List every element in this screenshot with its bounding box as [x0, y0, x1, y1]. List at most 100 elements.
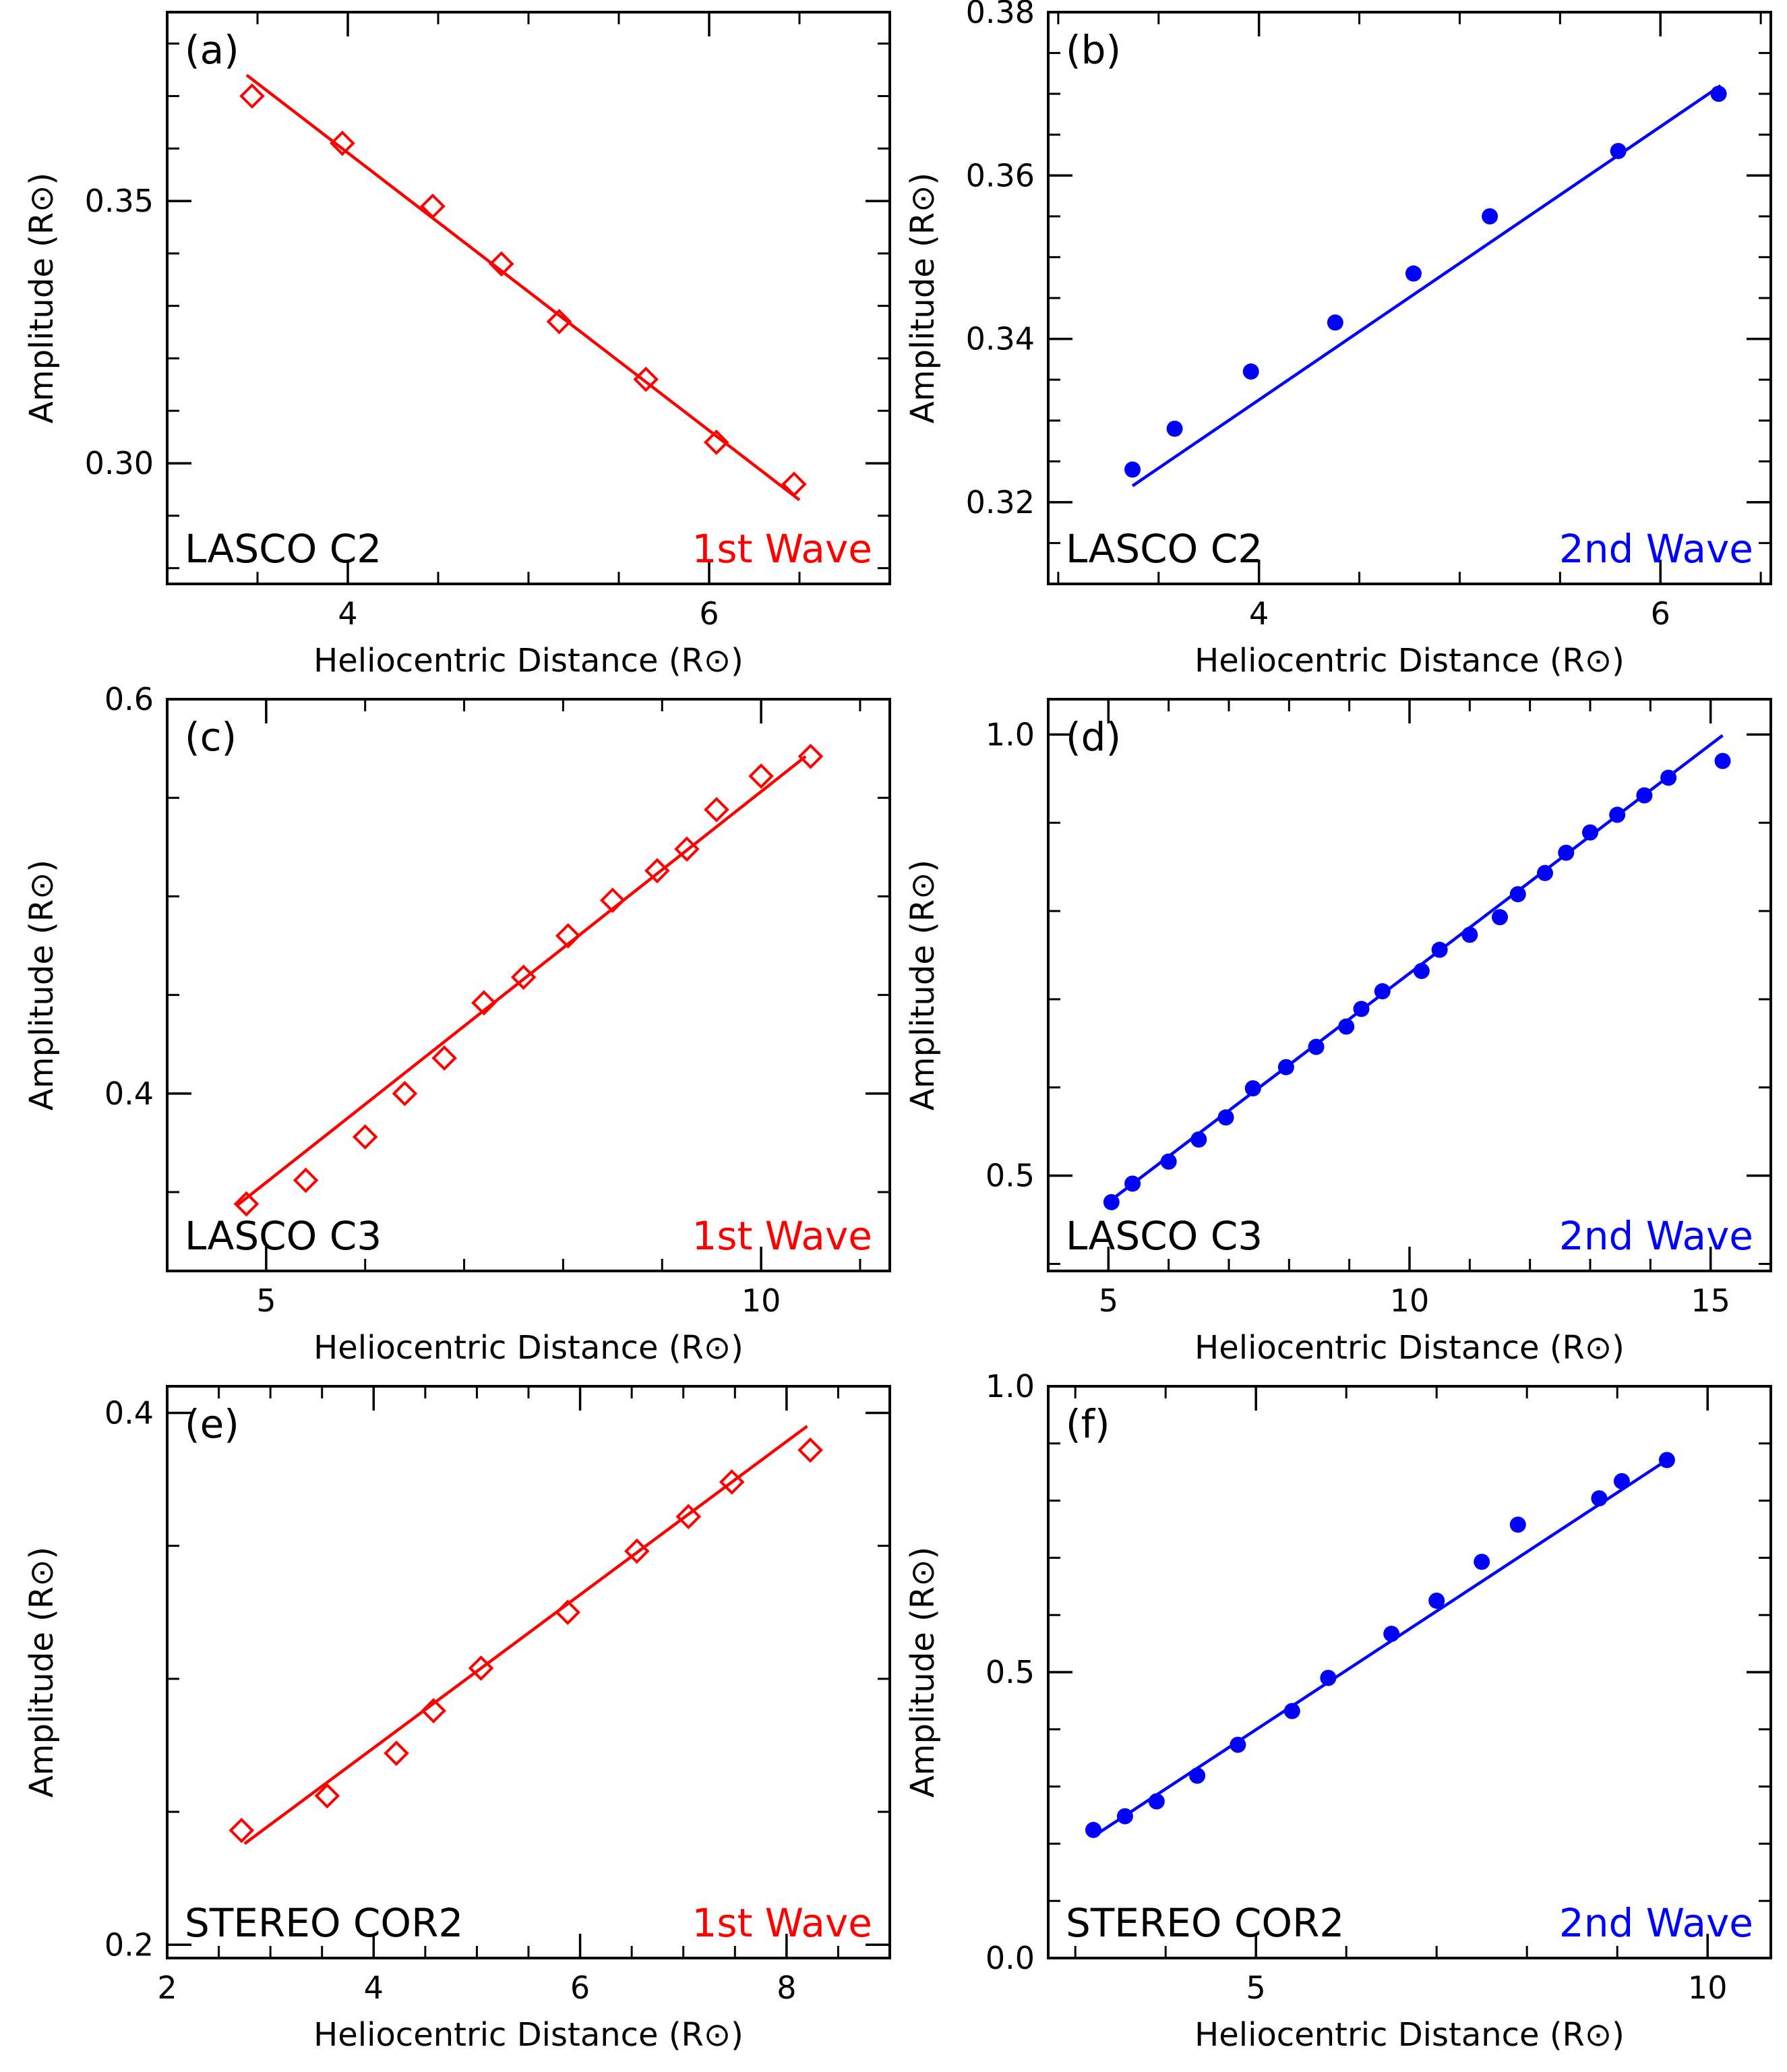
data-point [1383, 1626, 1400, 1642]
x-tick-label: 5 [256, 1282, 276, 1319]
x-tick-label: 2 [157, 1970, 177, 2006]
data-point [293, 1167, 319, 1193]
data-point [468, 1655, 494, 1681]
x-axis-label: Heliocentric Distance (R⊙) [313, 642, 744, 680]
data-point [239, 83, 265, 109]
data-point [1148, 1793, 1165, 1810]
panel-e: 2 4 6 8 0.2 0.4 Heliocentric Distance (R⊙) Ampl… [23, 1385, 891, 2054]
y-axis-label: Amplitude (R⊙) [904, 1547, 942, 1798]
y-tick-label: 0.2 [104, 1926, 154, 1963]
data-point [1242, 363, 1259, 380]
x-tick-label: 6 [699, 595, 719, 632]
data-point [1474, 1553, 1490, 1570]
x-tick-label: 5 [1246, 1970, 1266, 2006]
data-point [384, 1740, 409, 1767]
y-tick-label: 1.0 [986, 1368, 1035, 1404]
data-point [1509, 1516, 1526, 1533]
x-tick-label: 4 [1249, 595, 1269, 632]
y-tick-label: 1.0 [986, 716, 1035, 752]
data-point [1085, 1822, 1101, 1839]
data-point [555, 923, 581, 949]
data-point [1610, 142, 1627, 159]
data-point [781, 471, 807, 498]
data-point [1405, 265, 1422, 282]
y-tick-label: 0.34 [966, 321, 1035, 357]
data-point [675, 1504, 702, 1530]
fit-line [1097, 1458, 1668, 1835]
x-tick-label: 6 [1651, 595, 1670, 632]
data-point [624, 1538, 650, 1564]
data-point [1509, 886, 1526, 903]
data-point [229, 1817, 255, 1843]
y-tick-label: 0.6 [104, 681, 154, 717]
data-point [704, 796, 729, 823]
instrument-label: LASCO C2 [1066, 526, 1263, 572]
data-point [471, 990, 497, 1016]
fit-line [1131, 84, 1722, 487]
data-point [1230, 1736, 1246, 1753]
data-point [674, 836, 700, 862]
y-axis-label: Amplitude (R⊙) [23, 1547, 61, 1798]
x-tick-label: 8 [777, 1970, 796, 2006]
panel-f: 5 10 0.0 0.5 1.0 Heliocentric Distance (R⊙) Am… [904, 1368, 1772, 2054]
data-point [1103, 1193, 1120, 1210]
data-point [1609, 806, 1626, 823]
wave-label: 2nd Wave [1559, 1900, 1753, 1946]
x-axis-label: Heliocentric Distance (R⊙) [1194, 2016, 1625, 2054]
data-point [1124, 461, 1141, 478]
data-point [1658, 1452, 1675, 1469]
data-point [1244, 1080, 1261, 1097]
plot-frame [166, 1385, 891, 1959]
data-point [1160, 1153, 1177, 1170]
instrument-label: LASCO C3 [185, 1213, 382, 1259]
data-point [330, 130, 355, 156]
y-tick-label: 0.4 [104, 1075, 154, 1112]
y-axis-label: Amplitude (R⊙) [23, 173, 61, 423]
x-axis-label: Heliocentric Distance (R⊙) [313, 1329, 744, 1367]
data-point [1374, 983, 1391, 1000]
data-point [719, 1469, 745, 1495]
x-tick-label: 15 [1691, 1282, 1730, 1319]
data-point [599, 887, 626, 914]
panel-d: 5 10 15 0.5 1.0 Heliocentric Distance (R⊙) Amp… [904, 698, 1772, 1367]
data-point [1710, 86, 1727, 102]
data-point [1492, 909, 1508, 926]
x-tick-label: 5 [1099, 1282, 1118, 1319]
wave-label: 1st Wave [692, 1900, 873, 1946]
instrument-label: STEREO COR2 [185, 1900, 463, 1946]
data-point [488, 251, 514, 277]
data-point [420, 194, 446, 219]
fit-line [235, 755, 807, 1208]
data-point [431, 1045, 458, 1071]
data-point [1537, 864, 1553, 881]
y-tick-label: 0.32 [966, 484, 1035, 521]
data-point [314, 1783, 340, 1809]
data-point [703, 430, 729, 455]
data-point [1482, 208, 1498, 225]
y-tick-label: 0.38 [966, 0, 1035, 30]
data-point [421, 1698, 446, 1724]
x-tick-label: 6 [570, 1970, 590, 2006]
x-axis-label: Heliocentric Distance (R⊙) [313, 2016, 744, 2054]
data-point [1714, 752, 1731, 769]
panel-letter: (d) [1066, 714, 1121, 760]
fit-line [245, 73, 801, 502]
data-point [1308, 1038, 1325, 1055]
data-point [1320, 1669, 1337, 1686]
y-tick-label: 0.35 [85, 183, 154, 219]
panel-letter: (c) [185, 714, 237, 760]
instrument-label: STEREO COR2 [1066, 1900, 1344, 1946]
data-point [644, 858, 670, 884]
wave-label: 1st Wave [692, 1213, 873, 1259]
panel-letter: (f) [1066, 1401, 1110, 1447]
panel-c: 5 10 0.4 0.6 Heliocentric Distance (R⊙) Ampli… [23, 681, 891, 1367]
data-point [1353, 1001, 1370, 1017]
wave-label: 2nd Wave [1559, 526, 1753, 572]
data-point [1558, 844, 1575, 861]
data-point [555, 1599, 581, 1626]
data-point [1327, 314, 1343, 331]
data-point [1166, 420, 1183, 437]
plot-frame [166, 698, 891, 1272]
data-point [352, 1124, 378, 1150]
